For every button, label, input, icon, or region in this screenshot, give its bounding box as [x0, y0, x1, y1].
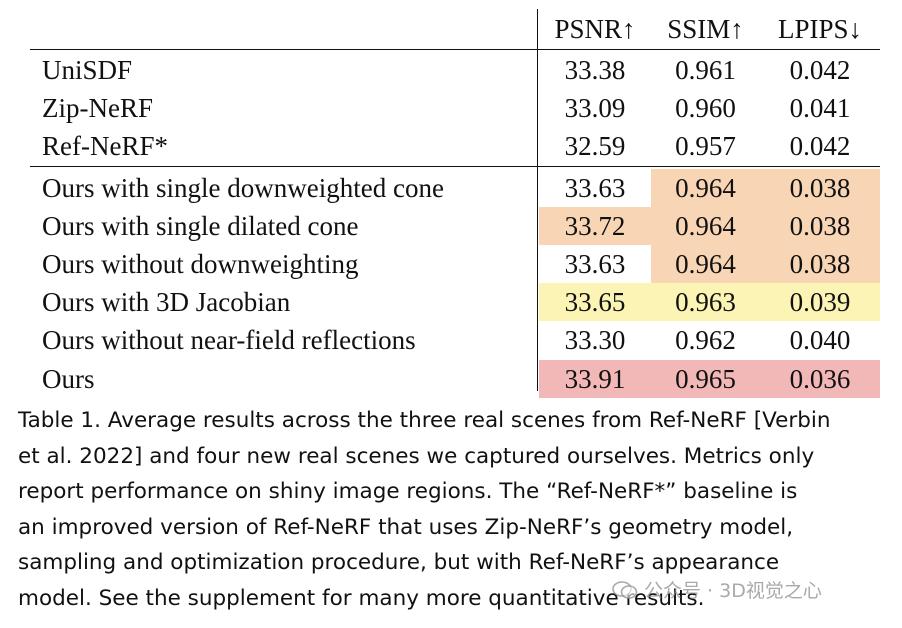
table-row: Ours 33.91 0.965 0.036: [30, 360, 892, 398]
header-psnr: PSNR↑: [554, 14, 636, 44]
cell-ssim: 0.965: [651, 360, 760, 398]
cell-ssim: 0.957: [675, 131, 736, 161]
cell-lpips: 0.038: [760, 245, 880, 283]
caption-line: an improved version of Ref-NeRF that use…: [18, 514, 794, 540]
cell-lpips: 0.039: [760, 283, 880, 321]
cell-lpips: 0.038: [760, 169, 880, 207]
cell-ssim: 0.961: [675, 55, 736, 85]
caption-line: model. See the supplement for many more …: [18, 585, 705, 611]
cell-ssim: 0.962: [675, 325, 736, 355]
row-label: Ours with 3D Jacobian: [42, 287, 291, 317]
table-row: Ours without downweighting 33.63 0.964 0…: [30, 245, 892, 283]
caption-line: Table 1. Average results across the thre…: [18, 408, 831, 433]
cell-psnr: 33.63: [564, 249, 626, 279]
cell-ssim: 0.964: [651, 207, 760, 245]
wechat-icon: [612, 579, 638, 599]
table-row: Ours with single dilated cone 33.72 0.96…: [30, 207, 892, 245]
table-caption: Table 1. Average results across the thre…: [18, 403, 892, 617]
caption-line: et al. 2022] and four new real scenes we…: [18, 443, 815, 469]
table-rule-mid: [30, 166, 880, 167]
cell-lpips: 0.040: [789, 325, 851, 355]
table-row: Ours with single downweighted cone 33.63…: [30, 169, 892, 207]
table-row: Ours with 3D Jacobian 33.65 0.963 0.039: [30, 283, 892, 321]
cell-lpips: 0.036: [760, 360, 880, 398]
cell-lpips: 0.042: [789, 131, 851, 161]
cell-lpips: 0.038: [760, 207, 880, 245]
cell-lpips: 0.042: [789, 55, 851, 85]
watermark: 公众号 · 3D视觉之心: [612, 576, 822, 606]
cell-ssim: 0.964: [651, 169, 760, 207]
row-label: Zip-NeRF: [42, 93, 153, 123]
watermark-text: 公众号 · 3D视觉之心: [644, 580, 822, 602]
table-header-row: PSNR↑ SSIM↑ LPIPS↓: [30, 9, 892, 49]
cell-psnr: 33.91: [539, 360, 651, 398]
cell-psnr: 33.63: [564, 173, 626, 203]
row-label: Ours with single dilated cone: [42, 211, 359, 241]
caption-line: sampling and optimization procedure, but…: [18, 550, 780, 576]
header-lpips: LPIPS↓: [777, 14, 863, 44]
row-label: Ours without downweighting: [42, 249, 359, 279]
row-label: Ours without near-field reflections: [42, 325, 416, 355]
cell-ssim: 0.964: [651, 245, 760, 283]
cell-lpips: 0.041: [789, 93, 851, 123]
cell-ssim: 0.963: [651, 283, 760, 321]
cell-psnr: 33.72: [539, 207, 651, 245]
table-rule-top: [30, 49, 880, 50]
row-label: Ref-NeRF*: [42, 131, 168, 161]
table-row: Ours without near-field reflections 33.3…: [30, 321, 892, 359]
table-row: UniSDF 33.38 0.961 0.042: [30, 51, 892, 89]
row-label: Ours with single downweighted cone: [42, 173, 444, 203]
table-row: Ref-NeRF* 32.59 0.957 0.042: [30, 127, 892, 165]
cell-psnr: 33.30: [564, 325, 626, 355]
row-label: UniSDF: [42, 55, 133, 85]
cell-psnr: 33.38: [564, 55, 626, 85]
table-vertical-rule: [537, 9, 538, 391]
header-ssim: SSIM↑: [667, 14, 744, 44]
cell-psnr: 32.59: [564, 131, 626, 161]
cell-ssim: 0.960: [675, 93, 736, 123]
cell-psnr: 33.65: [539, 283, 651, 321]
row-label: Ours: [42, 364, 95, 394]
cell-psnr: 33.09: [564, 93, 626, 123]
table-row: Zip-NeRF 33.09 0.960 0.041: [30, 89, 892, 127]
caption-line: report performance on shiny image region…: [18, 479, 798, 505]
